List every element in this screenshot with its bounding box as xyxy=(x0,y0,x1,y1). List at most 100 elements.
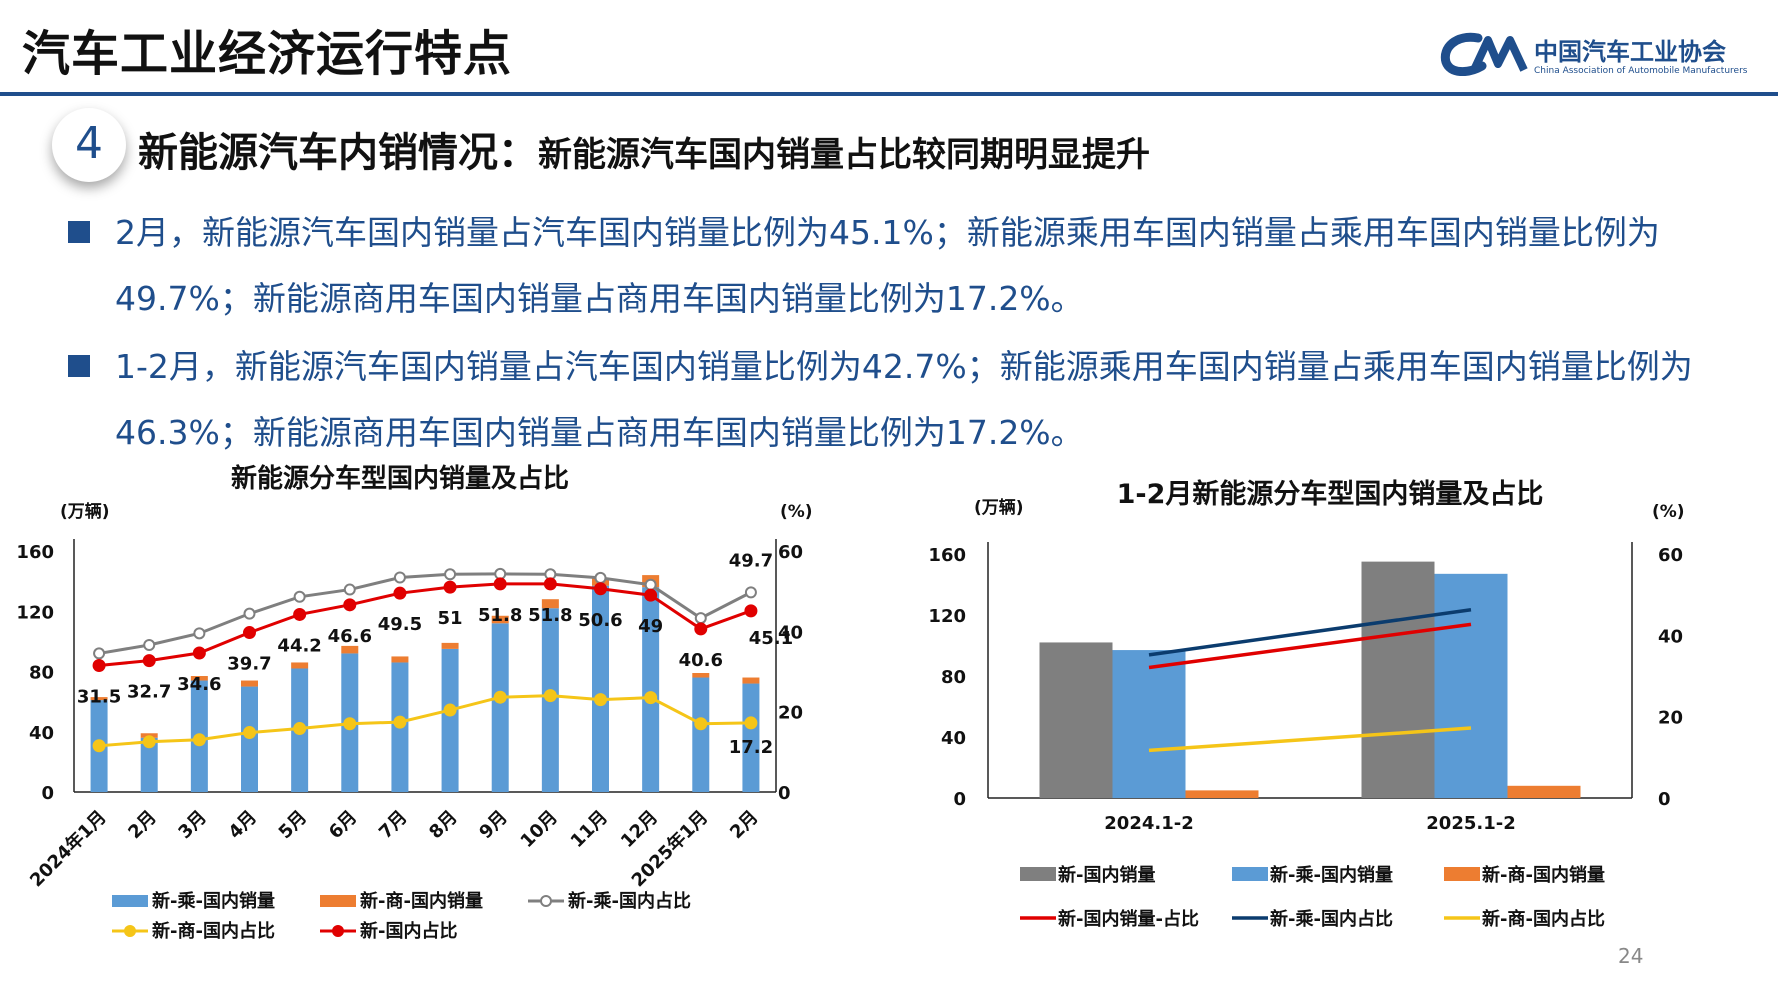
chart1-bar-commercial-sales xyxy=(742,677,760,684)
chart1-line-total-share-point xyxy=(92,658,106,672)
chart1-data-label: 17.2 xyxy=(729,737,773,758)
chart1-y-tick-label: 160 xyxy=(16,542,54,563)
chart2-y2-tick-label: 20 xyxy=(1658,708,1683,729)
caam-logo: 中国汽车工业协会 China Association of Automobile… xyxy=(1438,30,1747,80)
chart1-data-label: 49.7 xyxy=(729,550,773,571)
chart1-data-label: 50.6 xyxy=(578,610,622,631)
chart1-line-commercial-share-point xyxy=(644,691,658,705)
chart1-line-commercial-share-point xyxy=(543,689,557,703)
chart1-line-commercial-share-point xyxy=(443,703,457,717)
chart1-line-total-share-point xyxy=(594,582,607,596)
chart2-y2-tick-label: 0 xyxy=(1658,789,1671,810)
chart1-legend-commercial-sales-label: 新-商-国内销量 xyxy=(360,890,483,912)
slide-header: 汽车工业经济运行特点 中国汽车工业协会 China Association of… xyxy=(0,0,1778,96)
chart1-x-tick-label: 3月 xyxy=(174,807,210,843)
section-title-main: 新能源汽车内销情况： xyxy=(138,130,538,176)
chart2-line-commercial-share xyxy=(1148,726,1472,753)
chart1-line-commercial-share xyxy=(98,694,751,748)
chart2-y-tick-label: 120 xyxy=(928,606,966,627)
chart1-x-tick-label: 7月 xyxy=(375,807,411,843)
chart1-line-total-share-point xyxy=(393,586,407,600)
chart1-bar-commercial-sales xyxy=(391,656,409,663)
chart1-x-tick-label: 2月 xyxy=(726,807,762,843)
chart1-line-total-share-point xyxy=(543,577,557,591)
chart1-line-total-share-point xyxy=(493,577,507,591)
chart1-line-commercial-share-point xyxy=(192,733,206,747)
chart1-y2-tick-label: 0 xyxy=(778,783,791,804)
chart1-line-passenger-share-point xyxy=(644,578,657,591)
chart1-data-label: 44.2 xyxy=(277,635,321,656)
chart2-title: 1-2月新能源分车型国内销量及占比 xyxy=(1117,478,1544,510)
section-title-sub: 新能源汽车国内销量占比较同期明显提升 xyxy=(538,135,1150,175)
chart1-line-commercial-share-point xyxy=(594,693,607,707)
chart1-data-label: 46.6 xyxy=(328,626,372,647)
chart1-line-commercial-share-point xyxy=(243,726,256,740)
chart1-data-label: 39.7 xyxy=(227,654,271,675)
chart1-line-passenger-share-point xyxy=(594,571,607,584)
chart1-bar-commercial-sales xyxy=(241,680,258,687)
chart1-legend-passenger-share-label: 新-乘-国内占比 xyxy=(568,890,691,912)
chart1-bar-commercial-sales xyxy=(692,673,710,678)
chart1-bar-passenger-sales xyxy=(592,585,609,792)
chart2-y-tick-label: 160 xyxy=(928,545,966,566)
bullet-marker xyxy=(68,221,90,243)
chart2-bar-passenger-sales xyxy=(1434,573,1508,798)
chart2-line-passenger-share xyxy=(1148,607,1472,657)
chart1-bar-commercial-sales xyxy=(491,615,509,624)
chart2-bar-commercial-sales xyxy=(1507,785,1581,798)
chart2-legend-commercial-sales-swatch xyxy=(1444,867,1480,881)
chart1-bar-passenger-sales xyxy=(692,677,710,792)
bullet-text-2: 1-2月，新能源汽车国内销量占汽车国内销量比例为42.7%；新能源乘用车国内销量… xyxy=(115,347,1693,452)
chart1-legend-commercial-sales-swatch xyxy=(320,895,356,907)
chart1-data-label: 49.5 xyxy=(378,614,422,635)
chart1-line-total-share-point xyxy=(443,580,457,594)
chart1-y2-tick-label: 20 xyxy=(778,703,803,724)
chart1-x-tick-label: 2024年1月 xyxy=(25,806,110,891)
logo-en-text: China Association of Automobile Manufact… xyxy=(1534,66,1748,76)
chart1-bar-commercial-sales xyxy=(291,662,309,669)
chart1-bar-passenger-sales xyxy=(241,686,258,792)
monthly-nev-domestic-chart: 新能源分车型国内销量及占比 (万辆) (%) 0 40 80 120 160 0 20 40 60 31… xyxy=(16,463,813,942)
section-number: 4 xyxy=(75,118,103,169)
section-title: 新能源汽车内销情况：新能源汽车国内销量占比较同期明显提升 xyxy=(138,120,1150,178)
chart1-line-passenger-share-point xyxy=(193,627,206,640)
chart1-line-total-share xyxy=(98,582,752,667)
chart1-x-tick-label: 4月 xyxy=(225,807,261,843)
caam-logo-mark xyxy=(1440,32,1528,76)
chart1-line-commercial-share-point xyxy=(744,716,758,730)
chart2-bar-total-sales xyxy=(1361,561,1435,798)
chart1-line-total-share-point xyxy=(142,654,156,668)
chart1-y-tick-label: 80 xyxy=(29,663,54,684)
chart1-line-commercial-share-point xyxy=(142,735,156,749)
chart1-bar-commercial-sales xyxy=(190,676,208,681)
chart1-bar-commercial-sales xyxy=(90,697,108,701)
bullet-marker xyxy=(68,355,90,377)
chart1-line-passenger-share-point xyxy=(293,590,306,603)
chart1-bar-passenger-sales xyxy=(140,737,158,792)
chart1-line-passenger-share-point xyxy=(444,568,457,581)
chart1-y2-axis-label: (%) xyxy=(780,502,813,522)
chart1-data-label: 49 xyxy=(638,616,663,637)
chart1-bar-passenger-sales xyxy=(441,648,459,792)
chart1-line-commercial-share-point xyxy=(493,690,507,704)
chart1-line-passenger-share-point xyxy=(343,583,356,596)
chart2-bar-commercial-sales xyxy=(1185,790,1259,798)
chart1-line-commercial-share-point xyxy=(92,739,106,753)
chart1-data-label: 51.8 xyxy=(478,605,522,626)
section-number-badge: 4 xyxy=(52,108,126,182)
chart1-line-total-share-point xyxy=(644,588,658,602)
chart1-line-passenger-share-point xyxy=(744,586,757,599)
chart1-y2-tick-label: 60 xyxy=(778,542,803,563)
chart1-line-passenger-share-point xyxy=(393,571,406,584)
chart1-line-commercial-share-point xyxy=(694,717,708,731)
chart1-line-commercial-share-point xyxy=(343,717,357,731)
chart1-data-label: 51.8 xyxy=(528,605,572,626)
chart2-legend-total-share-label: 新-国内销量-占比 xyxy=(1058,908,1199,930)
chart1-x-tick-label: 10月 xyxy=(517,807,562,852)
chart1-line-commercial-share-point xyxy=(393,715,407,729)
chart2-bar-passenger-sales xyxy=(1112,650,1186,798)
chart2-y-tick-label: 0 xyxy=(953,789,966,810)
chart1-line-total-share-point xyxy=(694,622,708,636)
chart1-line-total-share-point xyxy=(293,607,307,621)
chart1-x-tick-label: 2月 xyxy=(124,807,160,843)
